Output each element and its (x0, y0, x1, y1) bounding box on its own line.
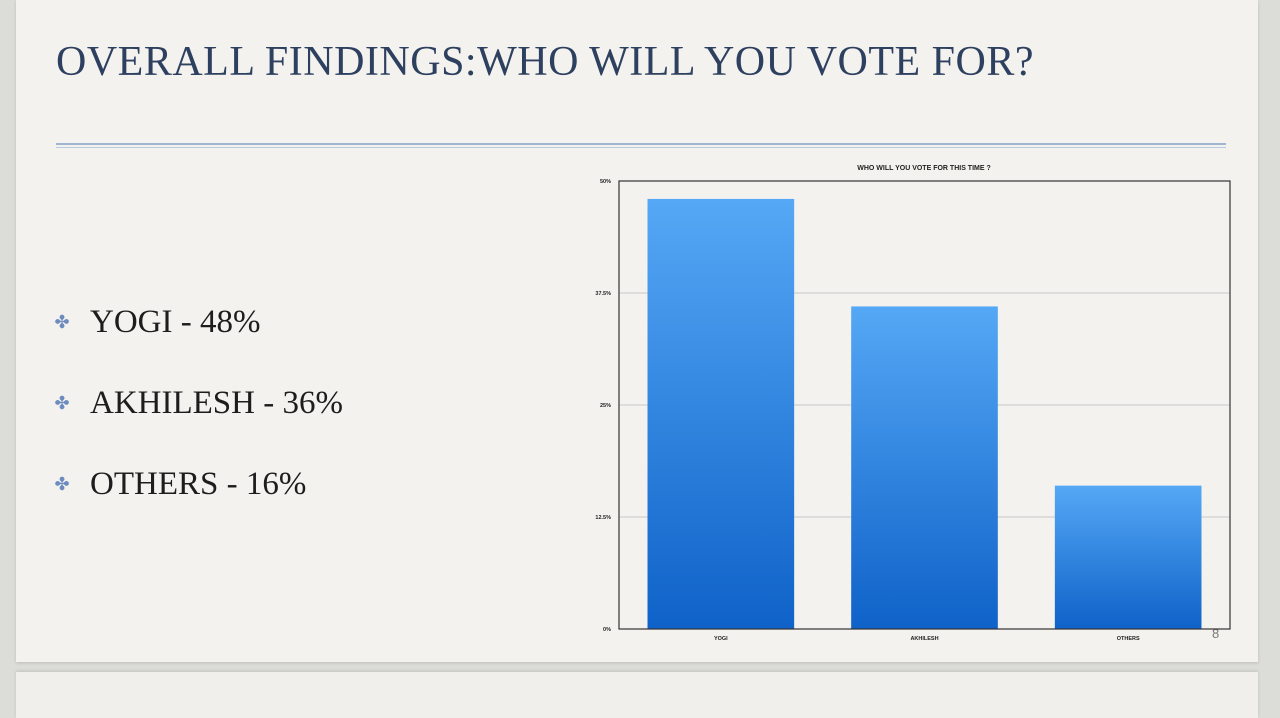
bar-akhilesh (851, 306, 998, 629)
bullet-text: YOGI - 48% (90, 303, 261, 340)
y-tick-label: 37.5% (595, 291, 611, 297)
x-tick-label: YOGI (714, 636, 728, 642)
y-tick-label: 12.5% (595, 515, 611, 521)
bullet-star-icon: ✤ (54, 392, 70, 413)
bullet-star-icon: ✤ (54, 311, 70, 332)
slide: OVERALL FINDINGS:WHO WILL YOU VOTE FOR? … (16, 0, 1258, 662)
bullet-text: AKHILESH - 36% (90, 384, 343, 421)
title-divider-thin (56, 147, 1226, 148)
bullet-list: ✤ YOGI - 48% ✤ AKHILESH - 36% ✤ OTHERS -… (52, 300, 343, 543)
bar-yogi (647, 198, 795, 630)
bullet-item-yogi: ✤ YOGI - 48% (52, 300, 343, 344)
page-number: 8 (1212, 626, 1220, 641)
x-tick-label: AKHILESH (910, 636, 938, 642)
next-slide-preview (16, 672, 1258, 718)
y-tick-label: 50% (600, 179, 611, 185)
bar-chart: WHO WILL YOU VOTE FOR THIS TIME ? 0% 12.5… (595, 165, 1231, 642)
bullet-text: OTHERS - 16% (90, 465, 307, 502)
bullet-item-others: ✤ OTHERS - 16% (52, 462, 343, 506)
bullet-item-akhilesh: ✤ AKHILESH - 36% (52, 381, 343, 425)
bar-others (1054, 485, 1202, 629)
y-tick-label: 0% (603, 627, 611, 633)
chart-title: WHO WILL YOU VOTE FOR THIS TIME ? (857, 165, 991, 172)
title-divider (56, 143, 1226, 145)
slide-title: OVERALL FINDINGS:WHO WILL YOU VOTE FOR? (56, 39, 1035, 85)
bullet-star-icon: ✤ (54, 473, 70, 494)
plot-frame (618, 180, 1231, 630)
x-tick-label: OTHERS (1117, 636, 1140, 642)
y-tick-label: 25% (600, 403, 611, 409)
